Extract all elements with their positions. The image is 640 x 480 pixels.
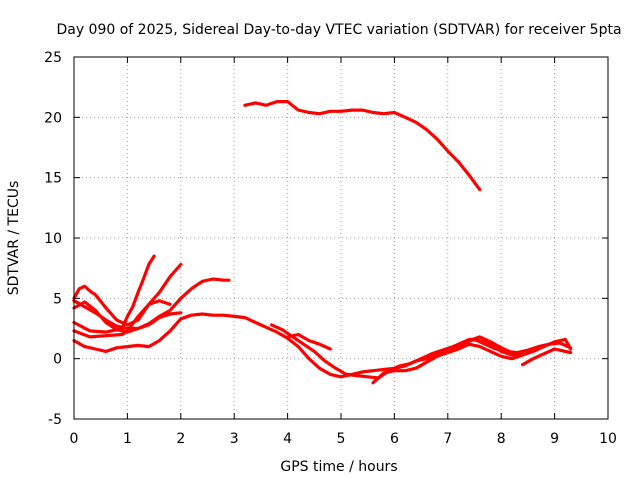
x-tick-label: 10	[599, 431, 617, 447]
chart-title: Day 090 of 2025, Sidereal Day-to-day VTE…	[56, 22, 621, 38]
y-tick-label: 15	[44, 171, 62, 187]
y-tick-label: 10	[44, 231, 62, 247]
x-tick-label: 0	[70, 431, 79, 447]
y-tick-label: -5	[48, 412, 62, 428]
x-axis-label: GPS time / hours	[280, 459, 397, 475]
series-track-1	[243, 99, 482, 192]
x-tick-label: 9	[550, 431, 559, 447]
series-track-10	[371, 337, 573, 385]
y-axis-label: SDTVAR / TECUs	[6, 181, 22, 296]
x-tick-label: 1	[123, 431, 132, 447]
series-track-9	[286, 332, 332, 351]
series-track-11	[520, 347, 573, 367]
y-tick-label: 0	[53, 352, 62, 368]
x-tick-label: 3	[230, 431, 239, 447]
y-tick-label: 5	[53, 291, 62, 307]
x-tick-label: 5	[337, 431, 346, 447]
axis-ticks: 0 1 2 3 4 5 6 7 8 9 10 -5 0 5 10 15 20 25	[44, 50, 617, 447]
series-track-12	[446, 335, 514, 355]
y-tick-label: 20	[44, 110, 62, 126]
series-track-5	[72, 262, 183, 339]
y-tick-label: 25	[44, 50, 62, 66]
series-layer	[72, 99, 573, 385]
x-tick-label: 2	[176, 431, 185, 447]
x-tick-label: 8	[497, 431, 506, 447]
grid	[74, 57, 608, 419]
x-tick-label: 6	[390, 431, 399, 447]
x-tick-label: 7	[443, 431, 452, 447]
x-tick-label: 4	[283, 431, 292, 447]
series-track-8	[270, 323, 573, 380]
series-track-7	[72, 299, 183, 331]
series-track-4	[72, 254, 156, 334]
